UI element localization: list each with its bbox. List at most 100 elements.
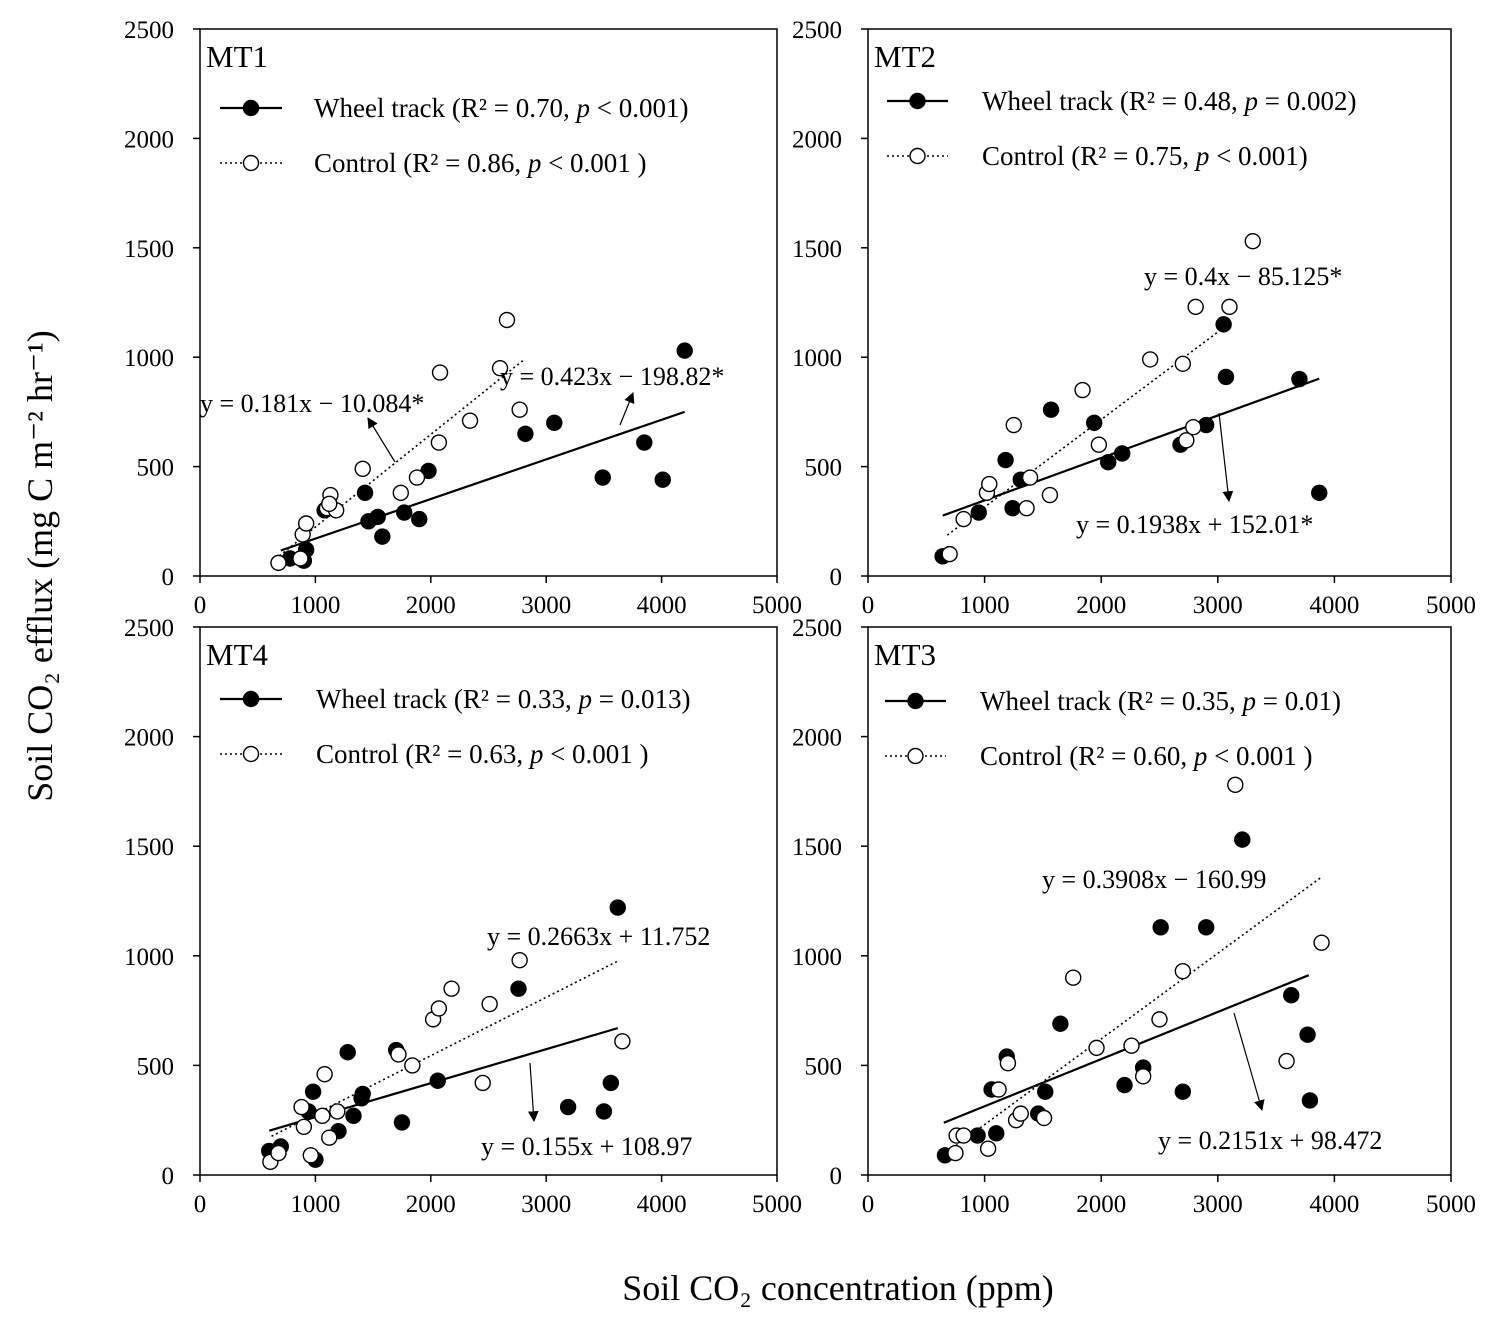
wheel-track-point: [1291, 370, 1308, 388]
control-point: [1065, 969, 1082, 986]
control-point: [293, 1098, 310, 1116]
x-tick-label: 5000: [752, 1191, 802, 1218]
y-tick-label: 500: [137, 1053, 175, 1080]
control-point: [431, 364, 449, 381]
control-point: [1041, 486, 1059, 504]
control-point: [1021, 469, 1039, 486]
control-point: [297, 515, 315, 532]
y-tick-label: 2500: [792, 615, 842, 642]
panel-label: MT3: [874, 637, 936, 672]
control-point: [390, 1046, 407, 1063]
legend-entry: Wheel track (R² = 0.70, p < 0.001): [314, 93, 688, 123]
wheel-track-point: [970, 504, 987, 521]
panel-mt2: 0 1000 2000 3000 4000 5000 0 500 1000 1500 2000 250…: [792, 17, 1476, 619]
wheel-track-point: [1116, 1076, 1133, 1094]
wheel-track-point: [1113, 445, 1131, 462]
legend-marker: [909, 92, 926, 110]
y-tick-label: 2500: [124, 17, 174, 44]
control-point: [999, 1055, 1017, 1072]
control-point: [1221, 298, 1238, 316]
x-tick-label: 2000: [406, 1191, 456, 1218]
control-point: [329, 1103, 346, 1120]
control-point: [614, 1033, 631, 1050]
x-tick-label: 1000: [960, 1191, 1010, 1218]
x-tick-label: 1000: [960, 592, 1010, 619]
panels-group: 0 1000 2000 3000 4000 50000500100015002000250…: [124, 17, 1476, 1218]
wheel-track-point: [1099, 454, 1117, 471]
wheel-track-point: [1037, 1083, 1054, 1100]
wheel-track-point: [339, 1044, 356, 1061]
control-point: [511, 951, 528, 969]
equation-arrow: [1233, 1012, 1265, 1112]
legend-entry: Wheel track (R² = 0.48, p = 0.002): [982, 86, 1356, 116]
control-point: [1278, 1052, 1295, 1070]
wheel-track-point: [559, 1098, 577, 1116]
control-fit-line: [271, 359, 524, 563]
wheel-track-point: [595, 1103, 613, 1120]
control-point: [1123, 1037, 1140, 1054]
legend-entry: Control (R² = 0.63, p < 0.001 ): [316, 739, 649, 769]
y-tick-label: 2000: [124, 725, 174, 752]
x-tick-label: 0: [862, 1191, 875, 1218]
x-tick-label: 4000: [637, 592, 687, 619]
control-point: [354, 460, 371, 477]
y-tick-label: 1000: [792, 944, 842, 971]
control-point: [1141, 351, 1159, 368]
legend-entry: Wheel track (R² = 0.35, p = 0.01): [980, 686, 1341, 716]
regression-equation: y = 0.2151x + 98.472: [1158, 1126, 1382, 1155]
legend-entry: Control (R² = 0.86, p < 0.001 ): [314, 148, 647, 178]
x-tick-label: 3000: [521, 1191, 571, 1218]
x-tick-label: 5000: [752, 592, 802, 619]
control-point: [1174, 962, 1192, 980]
wheel-track-point: [1283, 987, 1300, 1004]
control-point: [1035, 1109, 1053, 1127]
x-tick-label: 0: [862, 592, 875, 619]
x-tick-label: 3000: [521, 592, 571, 619]
control-point: [1012, 1105, 1029, 1122]
control-point: [1018, 499, 1035, 517]
control-point: [302, 1147, 319, 1164]
control-point: [481, 995, 498, 1013]
wheel-track-point: [1311, 484, 1328, 502]
control-fit-line: [946, 322, 1230, 536]
legend-marker: [909, 147, 926, 165]
control-point: [1174, 355, 1192, 372]
wheel-track-fit-line: [280, 410, 686, 552]
control-point: [1005, 416, 1022, 434]
x-tick-label: 0: [194, 592, 207, 619]
control-point: [443, 980, 460, 997]
panel-mt3: 0 1000 2000 3000 4000 5000 0 500 1000 1500 2000 250…: [792, 615, 1476, 1218]
control-point: [408, 469, 426, 486]
x-tick-label: 5000: [1426, 592, 1476, 619]
control-point: [270, 554, 287, 572]
x-tick-label: 4000: [1309, 592, 1359, 619]
wheel-track-point: [1042, 401, 1060, 418]
y-tick-label: 500: [805, 455, 843, 482]
plot-frame: [199, 626, 778, 1176]
panel-label: MT2: [874, 39, 936, 74]
x-tick-label: 5000: [1426, 1191, 1476, 1218]
control-point: [979, 1140, 997, 1157]
control-point: [295, 1118, 313, 1135]
wheel-track-point: [1299, 1026, 1316, 1043]
wheel-track-point: [997, 451, 1014, 469]
wheel-track-point: [676, 342, 693, 359]
wheel-track-point: [356, 484, 374, 502]
wheel-track-point: [1217, 368, 1235, 386]
control-point: [404, 1057, 421, 1074]
wheel-track-point: [988, 1125, 1005, 1142]
y-tick-label: 2000: [124, 126, 174, 153]
control-point: [1090, 436, 1108, 453]
wheel-track-point: [609, 899, 626, 916]
y-tick-label: 2000: [792, 126, 842, 153]
wheel-track-point: [411, 510, 428, 528]
panel-mt4: 0 1000 2000 3000 4000 5000 0 500 1000 1500 2000 250…: [124, 615, 802, 1218]
control-point: [1313, 934, 1330, 951]
wheel-track-point: [1004, 499, 1021, 517]
control-point: [321, 495, 338, 512]
y-tick-label: 1000: [792, 345, 842, 372]
wheel-track-point: [1174, 1083, 1192, 1100]
equation-arrow: [527, 1062, 539, 1123]
plot-frame: [867, 626, 1452, 1176]
